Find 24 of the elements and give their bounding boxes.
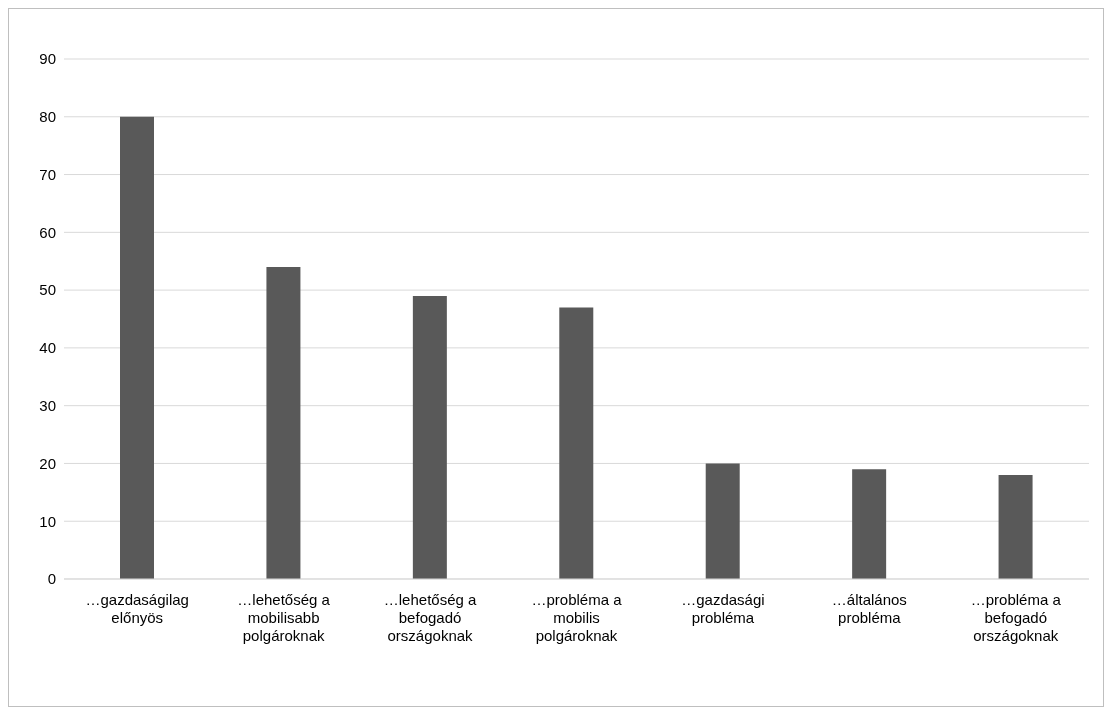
y-tick-label: 30 [39,396,56,414]
bar [998,475,1033,579]
bar [559,307,594,579]
bar [705,463,740,579]
y-tick-label: 90 [39,50,56,68]
y-tick-label: 20 [39,454,56,472]
y-tick-label: 50 [39,281,56,299]
y-tick-label: 70 [39,165,56,183]
y-tick-label: 40 [39,339,56,357]
x-tick-label: …lehetőség a mobilisabb polgároknak [237,591,331,644]
x-tick-label: …gazdaságilag előnyös [85,591,189,626]
x-tick-label: …lehetőség a befogadó országoknak [383,591,477,644]
y-tick-label: 80 [39,108,56,126]
y-tick-label: 10 [39,512,56,530]
bar [266,267,301,579]
x-tick-label: …probléma a mobilis polgároknak [531,591,623,644]
y-tick-label: 60 [39,223,56,241]
y-tick-label: 0 [47,570,56,588]
bar [412,295,447,579]
bar [852,469,887,579]
x-tick-label: …általános probléma [831,591,907,626]
x-tick-label: …gazdasági probléma [681,591,765,626]
bar [120,116,154,579]
x-tick-label: …probléma a befogadó országoknak [970,591,1062,644]
